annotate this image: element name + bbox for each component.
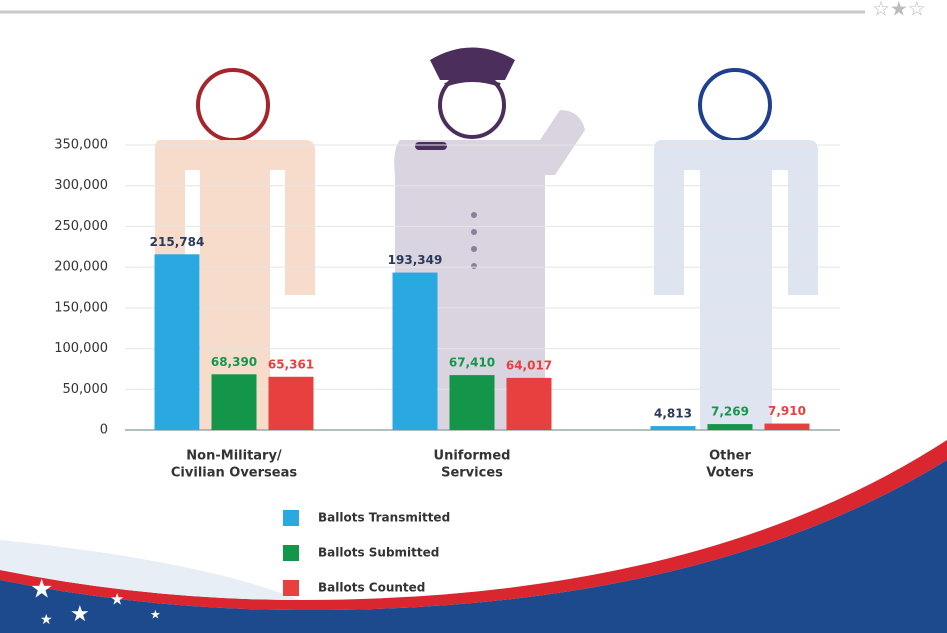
bar <box>393 273 438 430</box>
y-tick-label: 0 <box>100 423 108 438</box>
svg-text:★: ★ <box>150 608 161 622</box>
decoration: ☆★☆ ★ ★ ★ ★ ★ <box>0 0 947 633</box>
page: ☆★☆ ★ ★ ★ ★ ★ 0 50,000 100,000 150,000 200,0… <box>0 0 947 633</box>
value-label: 65,361 <box>268 357 314 371</box>
value-label: 193,349 <box>388 253 443 267</box>
svg-text:★: ★ <box>30 575 53 605</box>
bar <box>269 377 314 430</box>
svg-text:★: ★ <box>40 612 53 628</box>
bar <box>155 254 200 430</box>
y-tick-label: 200,000 <box>54 260 108 275</box>
x-tick-label: Uniformed <box>434 449 511 464</box>
chart: ☆★☆ ★ ★ ★ ★ ★ 0 50,000 100,000 150,000 200,0… <box>0 0 947 633</box>
x-tick-label: Services <box>441 466 503 481</box>
legend-label: Ballots Submitted <box>318 546 439 560</box>
y-tick-label: 150,000 <box>54 300 108 315</box>
value-label: 68,390 <box>211 355 257 369</box>
y-tick-label: 300,000 <box>54 178 108 193</box>
value-label: 215,784 <box>150 235 205 249</box>
legend-label: Ballots Transmitted <box>318 511 450 525</box>
x-tick-label: Voters <box>706 466 754 481</box>
y-tick-label: 250,000 <box>54 219 108 234</box>
legend-swatch <box>283 510 299 526</box>
y-tick-label: 100,000 <box>54 341 108 356</box>
legend-swatch <box>283 545 299 561</box>
bar <box>212 374 257 430</box>
legend-label: Ballots Counted <box>318 581 425 595</box>
bar <box>450 375 495 430</box>
svg-text:☆★☆: ☆★☆ <box>872 0 926 21</box>
bar <box>765 424 810 430</box>
svg-text:★: ★ <box>70 602 90 627</box>
y-tick-label: 350,000 <box>54 138 108 153</box>
bar <box>708 424 753 430</box>
legend-swatch <box>283 580 299 596</box>
bar <box>507 378 552 430</box>
value-label: 4,813 <box>654 407 692 421</box>
value-label: 64,017 <box>506 358 552 372</box>
svg-text:★: ★ <box>110 590 124 609</box>
y-tick-label: 50,000 <box>63 382 109 397</box>
value-label: 7,269 <box>711 405 749 419</box>
x-tick-label: Civilian Overseas <box>171 466 297 481</box>
bar <box>651 426 696 430</box>
value-label: 67,410 <box>449 356 495 370</box>
value-label: 7,910 <box>768 404 806 418</box>
x-tick-label: Non-Military/ <box>186 449 282 464</box>
x-tick-label: Other <box>709 449 751 464</box>
